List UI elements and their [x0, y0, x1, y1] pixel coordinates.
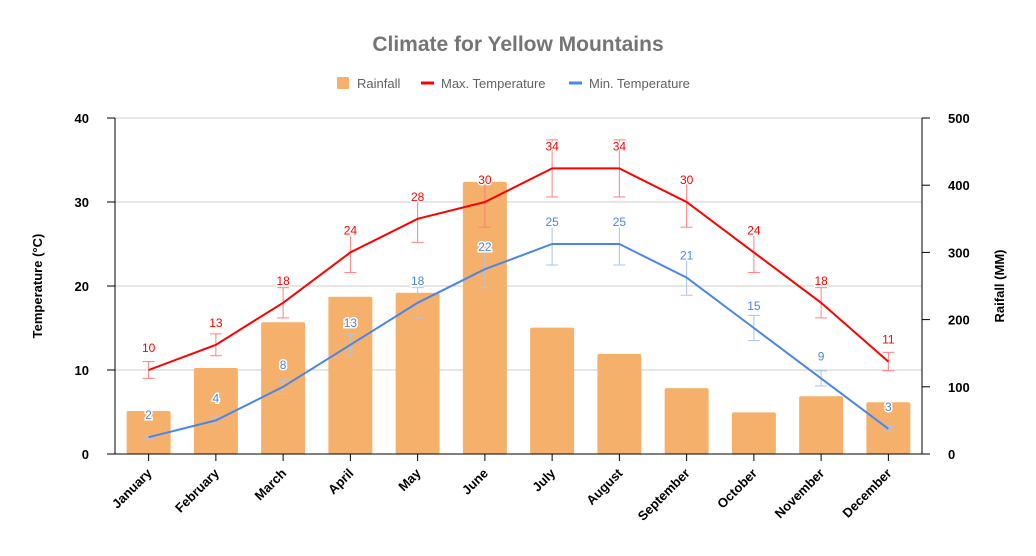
temperature-lines [142, 139, 895, 440]
data-label: 25 [545, 215, 559, 229]
y-tick-label-left: 10 [75, 363, 89, 378]
data-label: 24 [747, 223, 761, 237]
y-tick-label-left: 0 [82, 447, 89, 462]
x-tick-label: July [529, 465, 559, 495]
chart-title: Climate for Yellow Mountains [372, 33, 663, 56]
rainfall-bar [328, 296, 373, 454]
data-label: 18 [276, 274, 290, 288]
data-label: 25 [613, 215, 627, 229]
legend-item: Max. Temperature [441, 76, 546, 91]
x-tick-label: February [172, 465, 222, 515]
rainfall-bar [193, 367, 238, 454]
data-label: 22 [478, 240, 492, 254]
data-label: 18 [814, 274, 828, 288]
data-label: 30 [478, 173, 492, 187]
data-label: 34 [545, 139, 559, 153]
data-label: 28 [411, 190, 425, 204]
rainfall-bar [664, 388, 709, 454]
x-tick-label: November [772, 466, 828, 522]
y-tick-label-right: 400 [948, 178, 970, 193]
rainfall-bar [126, 410, 171, 454]
rainfall-bar [799, 396, 844, 454]
rainfall-bar [530, 327, 575, 454]
data-label: 3 [885, 400, 892, 414]
data-label: 34 [613, 139, 627, 153]
rainfall-bars [126, 181, 911, 454]
x-tick-label: October [714, 466, 760, 512]
data-label: 10 [142, 341, 156, 355]
gridlines [115, 117, 922, 371]
rainfall-bar [597, 353, 642, 454]
data-label: 8 [280, 358, 287, 372]
data-label: 13 [344, 316, 358, 330]
y-axis-label-left: Temperature (°C) [30, 234, 45, 339]
x-tick-label: August [583, 465, 626, 508]
rainfall-bar [395, 292, 440, 454]
x-tick-label: December [839, 466, 894, 521]
x-tick-label: April [325, 466, 357, 498]
series-line-min-temperature [148, 243, 889, 439]
x-tick-label: January [109, 465, 155, 511]
data-label: 2 [145, 408, 152, 422]
data-label: 13 [209, 316, 223, 330]
rainfall-bar [731, 412, 776, 454]
data-label: 24 [344, 223, 358, 237]
y-tick-label-left: 20 [75, 279, 89, 294]
x-tick-label: June [459, 466, 491, 498]
legend-swatch [337, 77, 349, 89]
y-axis-label-right: Raifall (MM) [992, 250, 1007, 323]
x-tick-label: September [635, 466, 693, 524]
y-tick-label-right: 500 [948, 111, 970, 126]
y-tick-label-right: 300 [948, 245, 970, 260]
data-label: 18 [411, 274, 425, 288]
y-tick-label-left: 30 [75, 195, 89, 210]
rainfall-bar [462, 181, 507, 454]
data-label: 9 [818, 349, 825, 363]
x-tick-label: March [252, 465, 290, 503]
legend: Rainfall Max. Temperature Min. Temperature [337, 76, 690, 91]
legend-item: Min. Temperature [589, 76, 690, 91]
y-tick-label-right: 100 [948, 380, 970, 395]
x-tick-label: May [395, 465, 424, 494]
y-tick-label-right: 0 [948, 447, 955, 462]
y-tick-label-right: 200 [948, 313, 970, 328]
data-label: 4 [213, 391, 220, 405]
data-label: 30 [680, 173, 694, 187]
data-label: 21 [680, 249, 694, 263]
data-label: 11 [882, 333, 895, 347]
y-tick-label-left: 40 [75, 111, 89, 126]
series-line-max-temperature [148, 167, 890, 371]
legend-item: Rainfall [357, 76, 400, 91]
data-label: 15 [747, 299, 761, 313]
